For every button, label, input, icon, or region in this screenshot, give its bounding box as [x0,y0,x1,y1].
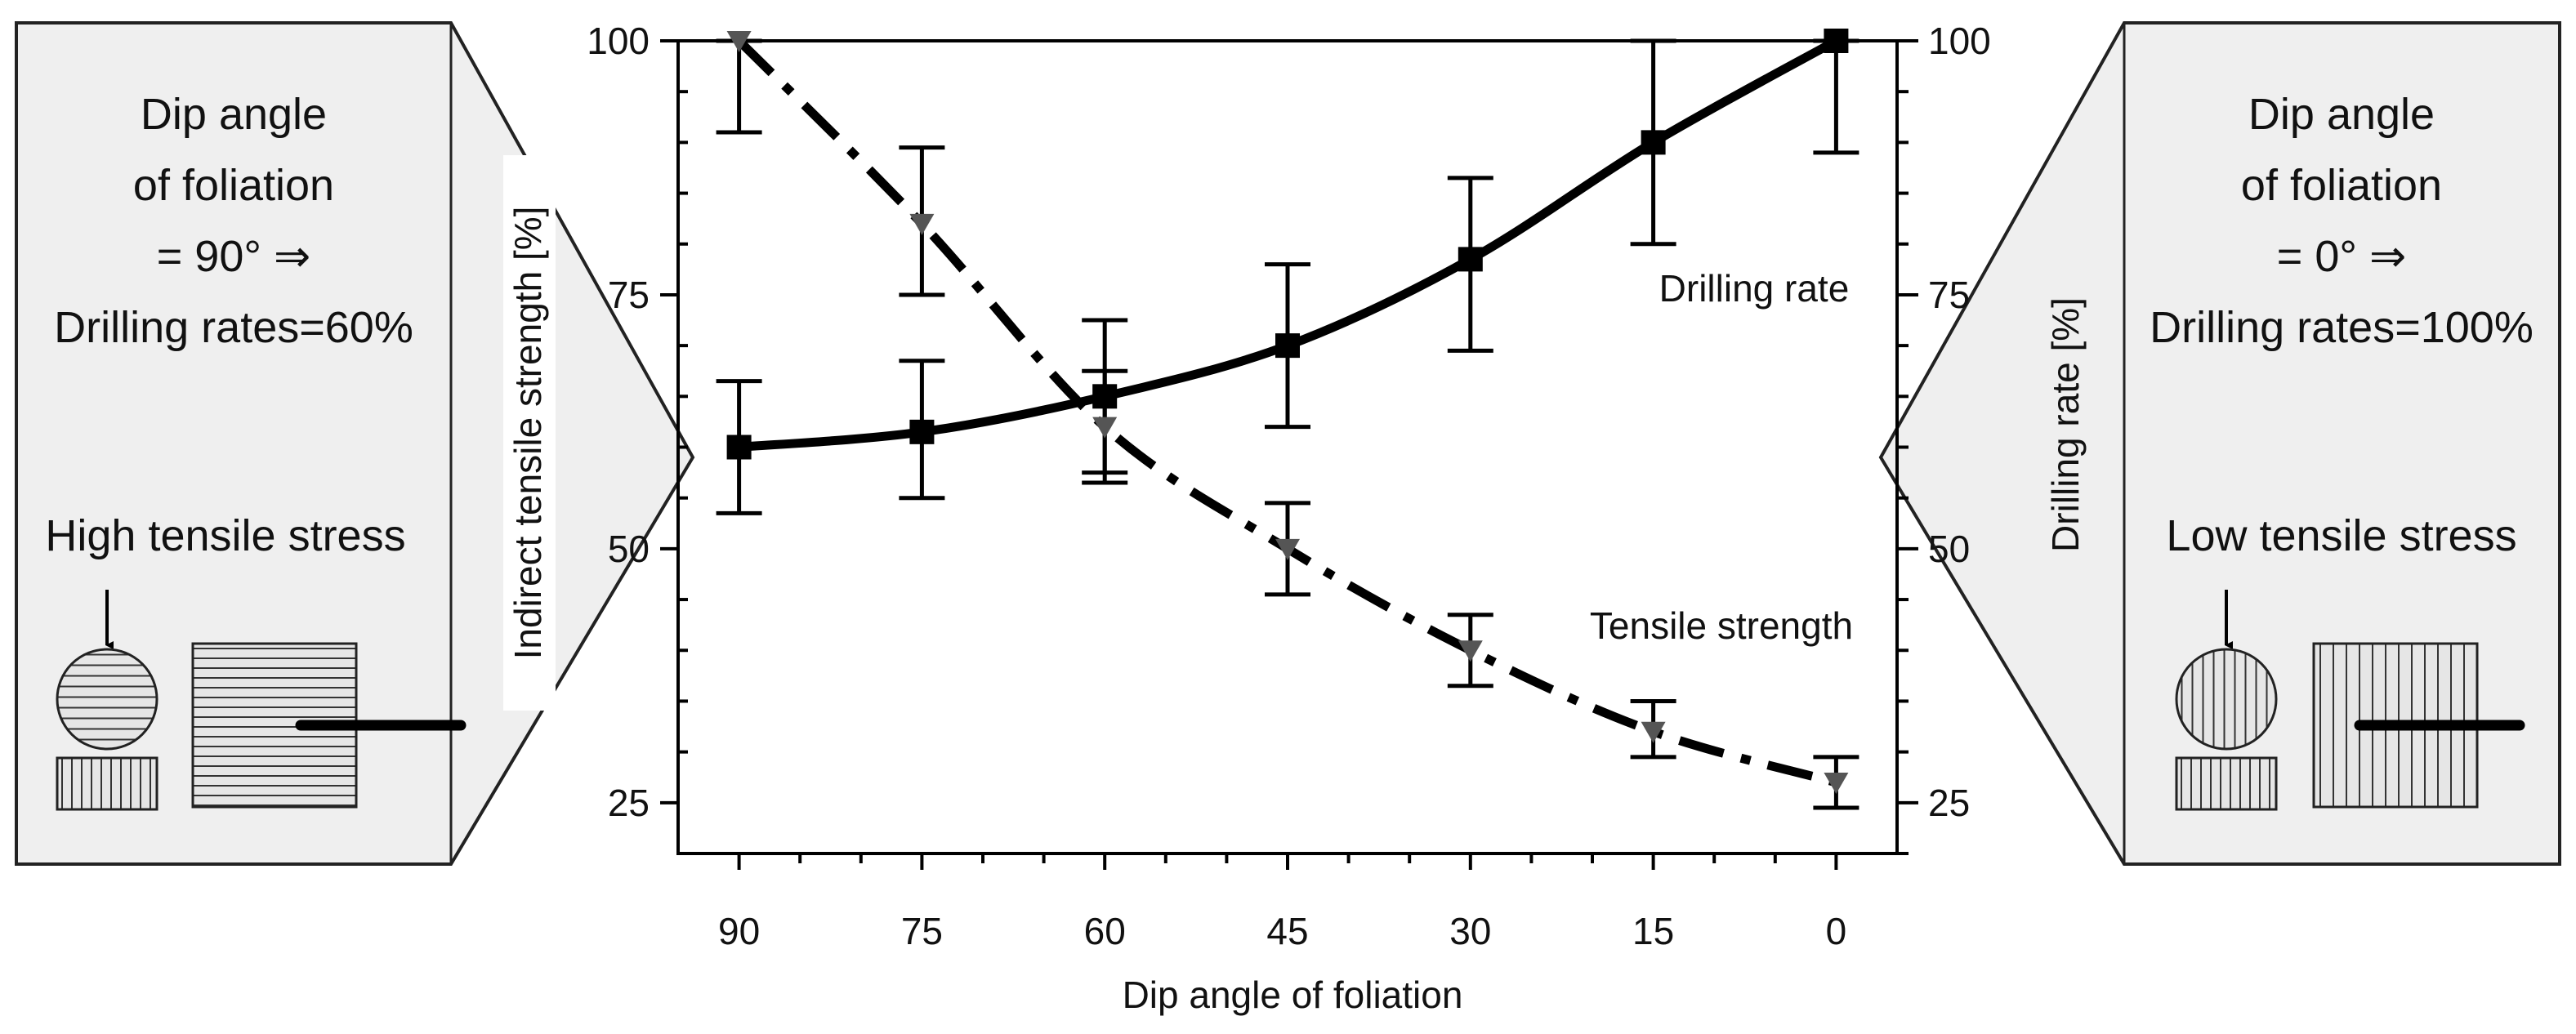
right-panel-line2: of foliation [2241,161,2442,210]
y-left-tick-label: 50 [608,528,650,570]
tensile-strength-point [1824,772,1849,794]
drilling-rate-point [1275,333,1300,359]
error-bars [716,38,1859,810]
right-disc-specimen-icon [2175,648,2278,751]
x-tick-label: 90 [718,910,760,952]
y-right-tick-label: 75 [1928,274,1970,316]
y-right-axis-title: Drilling rate [%] [2044,297,2087,552]
drilling-rate-point [909,419,935,444]
tensile-strength-point [726,31,752,52]
y-left-axis-title-group: Indirect tensile strength [%] [503,155,556,711]
right-panel: Dip angle of foliation = 0° ⇒ Drilling r… [1878,21,2561,866]
drilling-rate-point [1641,130,1666,155]
right-panel-stress-label: Low tensile stress [2166,511,2516,560]
x-tick-label: 0 [1826,910,1847,952]
drilling-rate-point [1824,29,1849,53]
y-right-tick-label: 50 [1928,528,1970,570]
drilling-rate-error-bar [1813,38,1859,155]
tensile-strength-curve [735,38,1837,787]
x-tick-label: 15 [1632,910,1674,952]
tensile-strength-point [1275,538,1300,560]
right-panel-line3: = 0° ⇒ [2277,232,2406,281]
chart: 90 75 60 45 30 15 0 25 50 75 100 25 50 75 100 Drilli… [503,20,2087,1016]
plot-frame [676,39,1899,855]
left-panel: Dip angle of foliation = 90° ⇒ Drilling … [15,21,695,866]
tensile-strength-point [909,213,935,235]
drilling-rate-point [726,435,752,460]
y-left-axis-title: Indirect tensile strength [%] [507,207,549,660]
y-left-tick-label: 75 [608,274,650,316]
x-tick-labels: 90 75 60 45 30 15 0 [718,910,1846,952]
y-left-tick-labels: 25 50 75 100 [587,20,650,824]
tensile-strength-point [1641,721,1666,743]
left-core-specimen-icon [56,756,158,811]
left-disc-specimen-icon [56,648,158,751]
drilling-rate-point [1092,384,1118,409]
tensile-strength-point [1458,640,1483,662]
x-axis-title: Dip angle of foliation [1123,974,1463,1016]
left-panel-line3: = 90° ⇒ [157,232,310,281]
tensile-strength-annotation: Tensile strength [1590,604,1853,647]
x-tick-label: 45 [1266,910,1308,952]
axis-ticks [660,39,1918,870]
left-panel-line1: Dip angle [141,90,327,139]
drilling-rate-point [1458,247,1483,272]
x-tick-label: 75 [901,910,943,952]
right-panel-line1: Dip angle [2248,90,2435,139]
drilling-rate-annotation: Drilling rate [1659,267,1850,310]
right-core-specimen-icon [2175,756,2278,811]
left-panel-line2: of foliation [133,161,334,210]
y-right-tick-label: 100 [1928,20,1991,62]
data-markers [726,29,1849,794]
y-left-tick-label: 100 [587,20,650,62]
left-panel-line4: Drilling rates=60% [54,303,413,352]
y-left-tick-label: 25 [608,782,650,824]
y-right-tick-label: 25 [1928,782,1970,824]
x-tick-label: 60 [1084,910,1126,952]
left-panel-stress-label: High tensile stress [45,511,405,560]
right-panel-line4: Drilling rates=100% [2150,303,2534,352]
x-tick-label: 30 [1449,910,1491,952]
tensile-strength-point [1092,417,1118,439]
y-right-tick-labels: 25 50 75 100 [1928,20,1991,824]
